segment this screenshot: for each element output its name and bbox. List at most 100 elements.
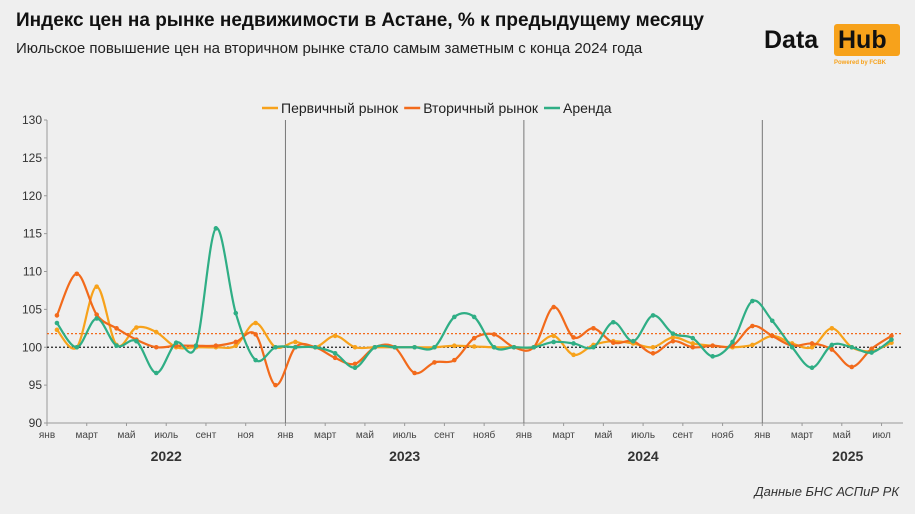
data-point-2: [134, 338, 139, 344]
data-point-2: [233, 310, 239, 316]
data-point-2: [452, 314, 457, 320]
data-point-2: [889, 337, 894, 342]
logo-hub-box: [834, 24, 900, 56]
y-tick-label: 130: [22, 113, 42, 127]
data-point-2: [869, 350, 874, 355]
data-point-2: [670, 331, 676, 336]
data-point-2: [372, 344, 378, 350]
x-tick-label: май: [594, 430, 612, 441]
year-label: 2023: [389, 448, 420, 464]
data-point-2: [630, 338, 636, 344]
data-point-1: [690, 344, 696, 350]
data-point-2: [213, 226, 219, 231]
data-point-2: [511, 344, 517, 350]
data-point-0: [650, 344, 656, 350]
x-tick-label: март: [76, 430, 99, 441]
data-point-1: [591, 326, 596, 331]
data-point-0: [352, 344, 358, 350]
data-point-0: [670, 335, 676, 340]
y-tick-label: 100: [22, 340, 42, 354]
data-point-1: [94, 312, 99, 317]
data-point-2: [293, 344, 298, 350]
data-point-2: [253, 357, 258, 363]
data-point-1: [889, 333, 894, 339]
data-point-1: [273, 382, 278, 388]
legend-label: Вторичный рынок: [423, 100, 539, 116]
data-point-1: [352, 361, 358, 367]
x-tick-label: янв: [754, 430, 770, 441]
year-label: 2024: [628, 448, 659, 464]
legend-label: Первичный рынок: [281, 100, 399, 116]
data-point-1: [650, 351, 656, 356]
x-tick-label: март: [791, 430, 814, 441]
data-point-1: [750, 323, 755, 329]
data-point-0: [153, 329, 159, 335]
data-point-1: [471, 335, 477, 341]
data-point-0: [233, 343, 239, 349]
data-point-1: [809, 341, 815, 346]
data-point-1: [670, 338, 676, 344]
data-point-2: [74, 344, 80, 350]
data-point-2: [94, 316, 99, 321]
data-point-2: [730, 339, 735, 345]
data-point-2: [769, 318, 775, 324]
data-point-1: [829, 347, 835, 352]
year-label: 2025: [832, 448, 863, 464]
data-point-1: [869, 346, 874, 352]
data-point-0: [253, 320, 258, 326]
data-point-1: [849, 364, 855, 370]
data-point-2: [650, 313, 656, 318]
data-point-2: [531, 344, 537, 350]
data-point-1: [412, 370, 417, 376]
x-tick-label: ноя: [237, 430, 254, 441]
y-tick-label: 110: [23, 265, 42, 279]
data-point-2: [849, 344, 855, 350]
data-point-0: [94, 284, 99, 289]
data-point-0: [332, 333, 338, 339]
y-tick-label: 125: [22, 151, 42, 165]
x-tick-label: июль: [154, 430, 178, 441]
source-note: Данные БНС АСПиР РК: [754, 484, 899, 499]
data-point-2: [352, 365, 358, 371]
data-point-0: [134, 325, 139, 330]
data-point-2: [412, 344, 417, 350]
data-point-2: [789, 344, 795, 350]
y-tick-label: 105: [22, 302, 42, 316]
data-point-1: [491, 332, 497, 337]
data-point-2: [829, 342, 835, 348]
data-point-0: [54, 327, 60, 333]
data-point-1: [769, 333, 775, 339]
data-point-2: [392, 344, 398, 350]
y-tick-label: 120: [22, 189, 42, 203]
data-point-0: [809, 344, 815, 350]
x-tick-label: июль: [393, 430, 417, 441]
data-point-1: [153, 344, 159, 350]
chart-title: Индекс цен на рынке недвижимости в Астан…: [16, 10, 704, 31]
x-tick-label: сент: [196, 430, 217, 441]
data-point-2: [491, 344, 497, 350]
logo-hub-text: Hub: [838, 26, 887, 54]
x-tick-label: март: [314, 430, 337, 441]
data-point-2: [809, 365, 815, 371]
series-line-1: [55, 272, 893, 387]
data-point-2: [114, 343, 119, 349]
data-point-0: [551, 333, 556, 339]
x-tick-label: июл: [872, 430, 891, 441]
data-point-2: [690, 335, 696, 341]
data-point-2: [591, 344, 596, 350]
datahub-logo: Data Hub Powered by FCBK: [764, 24, 904, 70]
y-tick-label: 95: [29, 378, 43, 392]
data-point-1: [253, 332, 258, 337]
data-point-2: [173, 340, 179, 346]
x-tick-label: май: [117, 430, 135, 441]
data-point-2: [332, 351, 338, 356]
data-point-1: [571, 335, 576, 340]
data-point-2: [750, 298, 755, 304]
data-point-1: [54, 313, 60, 318]
data-point-0: [452, 343, 457, 349]
legend-label: Аренда: [563, 100, 612, 116]
data-point-2: [273, 344, 278, 350]
data-point-2: [312, 344, 318, 350]
data-point-2: [193, 343, 199, 349]
data-point-0: [471, 344, 477, 349]
